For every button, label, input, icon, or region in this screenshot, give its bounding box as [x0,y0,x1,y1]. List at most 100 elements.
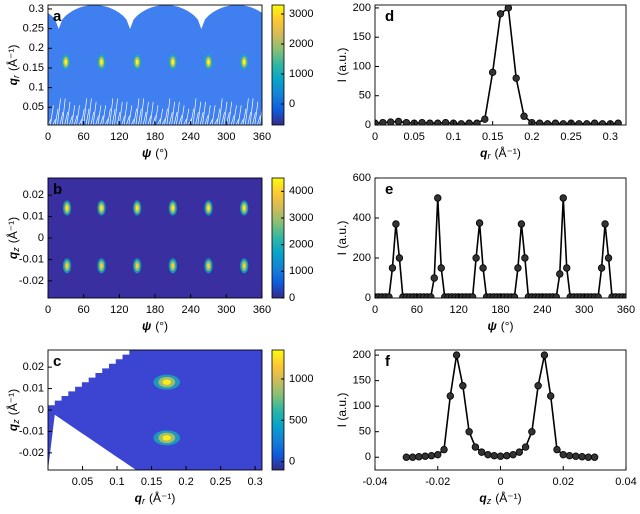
noise [245,98,249,125]
axis-label: I (a.u.) [335,221,349,256]
data-point [402,453,411,461]
spot [100,263,103,269]
data-point [590,119,599,125]
colorbar-tick-label: 4000 [289,185,313,197]
axis-label-subscript: r [142,496,146,506]
noise [164,108,168,125]
x-tick-label: -0.02 [425,476,450,488]
noise [237,105,242,125]
spot [162,379,171,385]
noise [121,115,126,125]
data-point [510,293,519,298]
noise [247,112,252,125]
data-point [481,115,489,123]
data-point [465,428,473,436]
x-tick-label: 0.02 [553,476,574,488]
x-tick-label: 0 [45,304,51,316]
data-point [490,452,498,460]
noise [128,105,133,125]
data-point [496,10,505,18]
noise [142,112,147,125]
data-point [434,450,442,459]
axes-frame [374,349,627,471]
x-tick-label: 60 [78,131,90,143]
data-point [395,254,404,262]
colorbar-tick-label: 1000 [289,68,313,80]
y-tick-label: 0.05 [23,101,44,113]
data-point [385,293,393,298]
data-point [459,382,467,390]
noise [152,115,156,125]
noise [64,112,68,125]
noise [216,108,221,125]
y-tick-label: 0.01 [23,382,44,394]
noise [80,108,85,125]
plot-area [375,194,626,298]
x-tick-label: 0.15 [482,131,503,143]
noise [192,98,197,125]
data-point [471,443,480,451]
x-tick-label: 300 [217,131,235,143]
data-point [503,452,511,460]
data-point [402,118,411,125]
data-point [598,120,607,125]
data-point [504,5,513,12]
noise [185,108,190,125]
data-point [488,68,497,77]
y-tick-label: 150 [353,375,371,387]
data-point [601,220,609,228]
data-point [408,453,417,461]
noise [107,108,111,125]
axis-label-subscript: z [486,496,492,506]
axis-label-unit: (°) [501,319,514,333]
data-point [614,119,622,125]
y-tick-label: 0 [38,232,44,244]
data-point [452,351,461,359]
y-tick-label: 0 [38,404,44,416]
x-tick-label: 60 [78,304,90,316]
axis-label: qz(Å⁻¹) [479,490,521,506]
empty-region [48,350,137,406]
data-point [427,293,435,298]
colorbar-tick-label: 3000 [289,8,313,20]
y-tick-label: -0.01 [19,425,44,437]
noise [252,112,256,125]
y-tick-label: 200 [353,349,371,361]
spot [171,205,175,211]
x-tick-label: 0.25 [210,476,231,488]
x-tick-label: 0 [372,131,378,143]
axis-label-symbol: q [480,146,488,160]
noise [88,98,92,125]
axis-label: qz(Å⁻¹) [5,217,21,259]
plot-area [48,5,262,125]
data-point [473,119,481,125]
axis-label-unit: (Å⁻¹) [495,145,521,160]
noise [161,118,166,125]
axis-label-unit: (Å⁻¹) [5,45,20,71]
x-tick-label: 0.1 [446,131,461,143]
data-point [386,118,395,125]
x-tick-label: 240 [181,131,199,143]
axis-label-unit: (°) [155,319,168,333]
data-point [434,194,442,202]
heatmap-background [48,178,262,298]
y-tick-label: -0.02 [19,447,44,459]
axis-label-unit: (Å⁻¹) [5,217,20,243]
noise [85,108,90,125]
data-point [578,453,586,461]
data-line [375,197,626,298]
noise [204,115,209,125]
axis-label-unit: (Å⁻¹) [495,490,521,505]
axis-label-subscript: z [11,419,21,425]
colorbar [271,177,285,299]
noise [209,118,214,125]
y-tick-label: 0 [365,451,371,463]
y-tick-label: 600 [353,172,371,184]
noise [180,105,185,125]
noise [183,118,187,125]
noise [76,105,80,125]
data-point [427,452,436,460]
data-point [446,392,454,400]
y-tick-label: 0 [365,119,371,131]
data-point [475,219,484,227]
